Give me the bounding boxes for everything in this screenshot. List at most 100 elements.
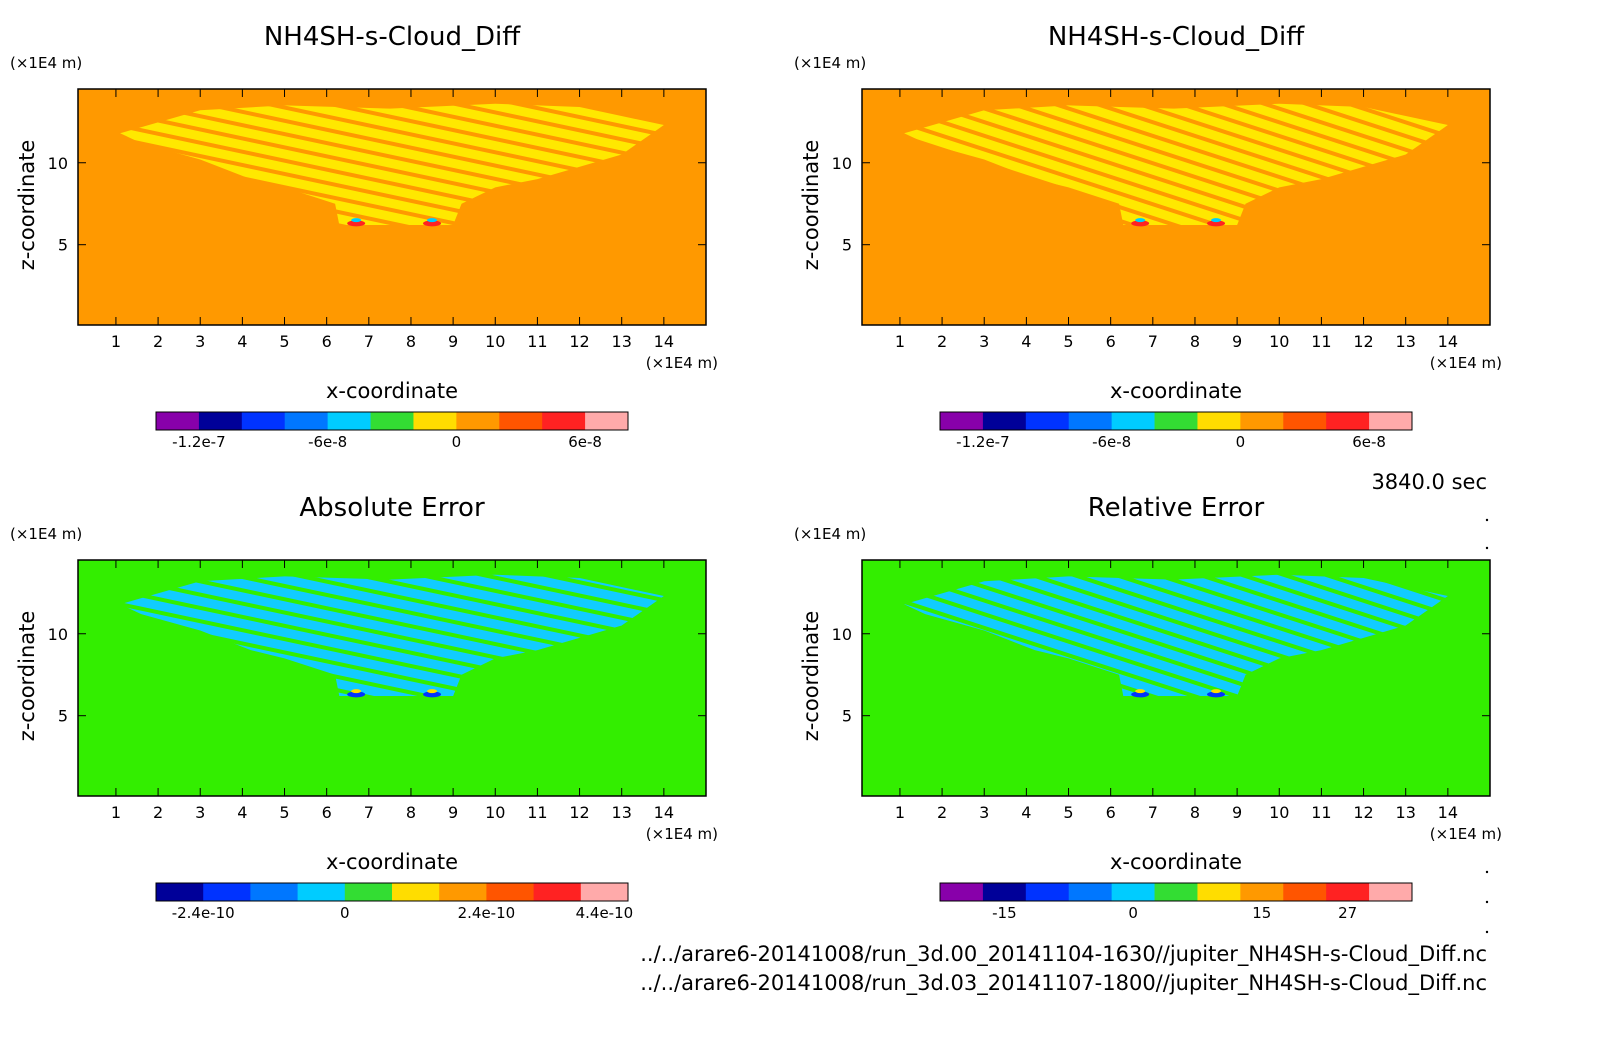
cloud-region	[120, 574, 664, 697]
colorbar-tick-label: 0	[452, 433, 462, 451]
x-tick-label: 10	[485, 332, 505, 351]
colorbar-tick-label: 6e-8	[568, 433, 602, 451]
anomaly-core-2	[1211, 218, 1222, 223]
colorbar-segment	[1197, 412, 1241, 430]
x-tick-label: 11	[1311, 803, 1331, 822]
x-tick-label: 7	[364, 803, 374, 822]
colorbar-segment	[1240, 883, 1284, 901]
x-tick-label: 12	[569, 332, 589, 351]
colorbar-segment	[203, 883, 251, 901]
chart-panel-3: Absolute Error(×1E4 m)(×1E4 m)1 2 3 4 5 6 7 8 9 1…	[10, 493, 718, 922]
colorbar-tick-label: -15	[992, 904, 1017, 922]
y-tick-label: 5	[842, 707, 852, 726]
colorbar-frame	[155, 882, 629, 902]
y-axis-label: z-coordinate	[799, 140, 823, 271]
colorbar-segment	[156, 883, 204, 901]
time-label: 3840.0 sec	[1371, 470, 1487, 494]
colorbar-segment	[1111, 412, 1156, 430]
y-axis-label: z-coordinate	[15, 140, 39, 271]
colorbar-segment	[1283, 883, 1327, 901]
file-path-line-2: ../../arare6-20141008/run_3d.03_20141107…	[640, 971, 1487, 996]
colorbar-segment	[486, 883, 535, 901]
x-tick-label: 13	[612, 803, 632, 822]
x-tick-label: 14	[1438, 803, 1458, 822]
y-tick-label: 5	[58, 707, 68, 726]
anomaly-core-2	[1211, 689, 1222, 694]
colorbar-segment	[241, 412, 286, 430]
x-tick-label: 8	[1190, 332, 1200, 351]
chart-title: NH4SH-s-Cloud_Diff	[1048, 22, 1305, 52]
edge-dots	[1485, 518, 1489, 934]
y-axis-label: z-coordinate	[799, 611, 823, 742]
anomaly-core-2	[427, 689, 438, 694]
x-tick-label: 5	[1063, 803, 1073, 822]
x-tick-label: 14	[654, 803, 674, 822]
x-tick-label: 4	[1021, 332, 1031, 351]
y-tick-label: 5	[842, 236, 852, 255]
anomaly-mark-1	[347, 691, 366, 698]
colorbar-segment	[1154, 412, 1198, 430]
x-tick-label: 10	[1269, 803, 1289, 822]
anomaly-mark-1	[347, 220, 366, 227]
colorbar-tick-label: -1.2e-7	[956, 433, 1009, 451]
x-tick-label: 2	[937, 803, 947, 822]
x-tick-label: 11	[1311, 332, 1331, 351]
y-axis-label: z-coordinate	[15, 611, 39, 742]
chart-title: Absolute Error	[299, 493, 485, 523]
x-tick-label: 1	[111, 332, 121, 351]
x-tick-label: 13	[1396, 803, 1416, 822]
x-unit-label: (×1E4 m)	[646, 354, 718, 372]
colorbar-segment	[392, 883, 440, 901]
colorbar-segment	[1283, 412, 1327, 430]
x-tick-label: 5	[279, 803, 289, 822]
y-unit-label: (×1E4 m)	[794, 54, 866, 72]
colorbar-segment	[413, 412, 457, 430]
y-tick-label: 5	[58, 236, 68, 255]
x-tick-label: 11	[527, 332, 547, 351]
chart-panel-1: NH4SH-s-Cloud_Diff(×1E4 m)(×1E4 m)1 2 3 4 5 6…	[10, 22, 718, 451]
anomaly-mark-1	[1131, 220, 1150, 227]
x-tick-label: 3	[979, 332, 989, 351]
plot-frame	[77, 559, 707, 797]
x-tick-label: 11	[527, 803, 547, 822]
x-tick-label: 7	[364, 332, 374, 351]
colorbar-segment	[1326, 412, 1370, 430]
anomaly-core-1	[351, 689, 362, 694]
colorbar-segment	[580, 883, 629, 901]
colorbar-tick-label: 0	[1236, 433, 1246, 451]
x-tick-label: 13	[1396, 332, 1416, 351]
plot-frame	[77, 88, 707, 326]
x-tick-label: 3	[195, 803, 205, 822]
colorbar-segment	[198, 412, 243, 430]
x-tick-label: 10	[485, 803, 505, 822]
colorbar-segment	[940, 412, 984, 430]
x-tick-label: 14	[1438, 332, 1458, 351]
anomaly-core-1	[1135, 218, 1146, 223]
y-tick-label: 10	[832, 625, 852, 644]
colorbar-segment	[1369, 883, 1413, 901]
anomaly-mark-1	[1131, 691, 1150, 698]
x-axis-label: x-coordinate	[1110, 850, 1242, 874]
cloud-region	[120, 103, 664, 226]
colorbar-tick-label: -2.4e-10	[172, 904, 235, 922]
x-axis-label: x-coordinate	[326, 379, 458, 403]
chart-panel-4: Relative Error(×1E4 m)(×1E4 m)1 2 3 4 5 6 7 8 9 1…	[794, 493, 1502, 922]
chart-title: NH4SH-s-Cloud_Diff	[264, 22, 521, 52]
x-tick-label: 1	[895, 332, 905, 351]
anomaly-core-1	[351, 218, 362, 223]
colorbar-tick-label: 27	[1338, 904, 1357, 922]
y-unit-label: (×1E4 m)	[10, 525, 82, 543]
x-tick-label: 2	[153, 332, 163, 351]
x-tick-label: 1	[895, 803, 905, 822]
x-axis-label: x-coordinate	[1110, 379, 1242, 403]
colorbar-segment	[1240, 412, 1284, 430]
colorbar-tick-label: 2.4e-10	[458, 904, 516, 922]
x-tick-label: 4	[237, 332, 247, 351]
colorbar-segment	[327, 412, 372, 430]
x-tick-label: 3	[979, 803, 989, 822]
x-tick-label: 9	[1232, 803, 1242, 822]
y-tick-label: 10	[48, 625, 68, 644]
colorbar-segment	[499, 412, 543, 430]
colorbar-segment	[1025, 883, 1070, 901]
anomaly-mark-2	[1207, 220, 1226, 227]
